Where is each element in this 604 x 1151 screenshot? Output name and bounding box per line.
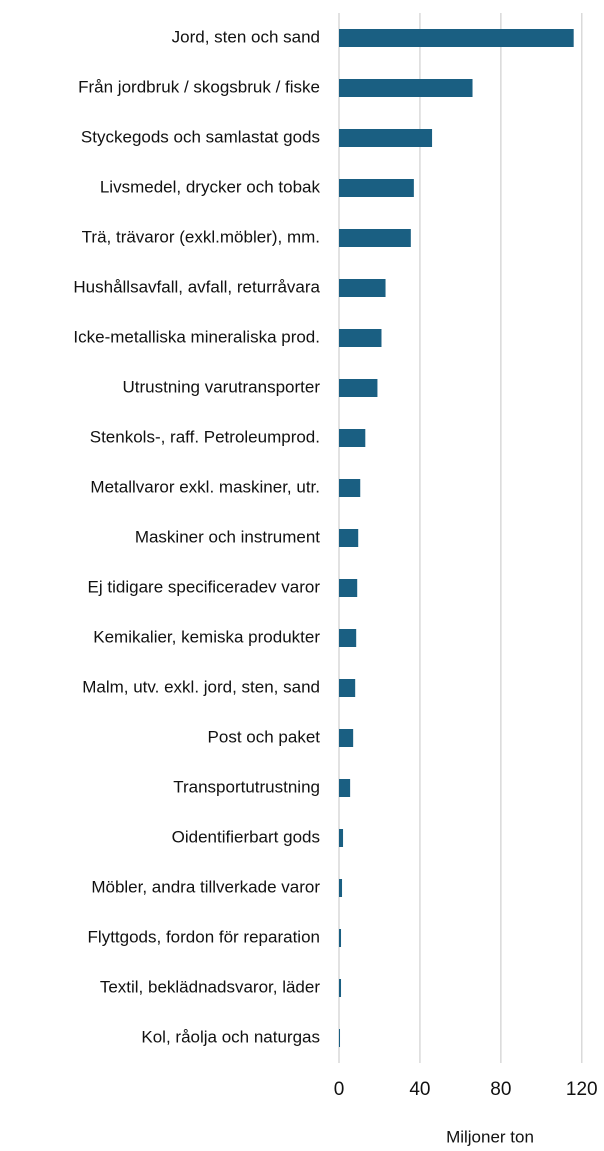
bar <box>339 279 386 297</box>
bar <box>339 179 414 197</box>
bar <box>339 429 366 447</box>
y-tick-label: Post och paket <box>208 727 321 746</box>
y-tick-label: Maskiner och instrument <box>135 527 320 546</box>
y-tick-label: Från jordbruk / skogsbruk / fiske <box>78 77 320 96</box>
bar <box>339 1029 341 1047</box>
bar <box>339 879 343 897</box>
bar <box>339 229 411 247</box>
bar <box>339 829 344 847</box>
bar <box>339 629 357 647</box>
y-tick-label: Oidentifierbart gods <box>172 827 320 846</box>
bar <box>339 529 359 547</box>
x-axis-title: Miljoner ton <box>446 1127 534 1146</box>
bar <box>339 729 354 747</box>
y-tick-label: Kol, råolja och naturgas <box>141 1027 320 1046</box>
y-tick-label: Metallvaror exkl. maskiner, utr. <box>90 477 320 496</box>
y-tick-label: Styckegods och samlastat gods <box>81 127 320 146</box>
bar <box>339 779 351 797</box>
y-tick-label: Trä, trävaror (exkl.möbler), mm. <box>82 227 320 246</box>
y-tick-label: Jord, sten och sand <box>172 27 320 46</box>
bar <box>339 979 342 997</box>
y-tick-label: Utrustning varutransporter <box>123 377 321 396</box>
x-tick-label: 40 <box>409 1079 430 1100</box>
bar <box>339 379 378 397</box>
y-tick-label: Flyttgods, fordon för reparation <box>88 927 320 946</box>
x-tick-label: 0 <box>334 1079 345 1100</box>
y-tick-label: Ej tidigare specificeradev varor <box>88 577 321 596</box>
y-tick-label: Icke-metalliska mineraliska prod. <box>73 327 320 346</box>
y-tick-label: Transportutrustning <box>173 777 320 796</box>
bar <box>339 679 356 697</box>
bar <box>339 929 342 947</box>
bar <box>339 329 382 347</box>
bar <box>339 479 361 497</box>
x-tick-label: 80 <box>490 1079 511 1100</box>
y-tick-label: Stenkols-, raff. Petroleumprod. <box>90 427 320 446</box>
y-tick-label: Livsmedel, drycker och tobak <box>100 177 321 196</box>
y-tick-label: Möbler, andra tillverkade varor <box>91 877 320 896</box>
bar <box>339 129 433 147</box>
y-tick-label: Hushållsavfall, avfall, returråvara <box>73 277 320 296</box>
bar <box>339 29 574 47</box>
y-tick-label: Textil, beklädnadsvaror, läder <box>100 977 321 996</box>
bar <box>339 579 358 597</box>
x-tick-label: 120 <box>566 1079 598 1100</box>
bar <box>339 79 473 97</box>
y-tick-label: Kemikalier, kemiska produkter <box>93 627 320 646</box>
y-tick-label: Malm, utv. exkl. jord, sten, sand <box>82 677 320 696</box>
